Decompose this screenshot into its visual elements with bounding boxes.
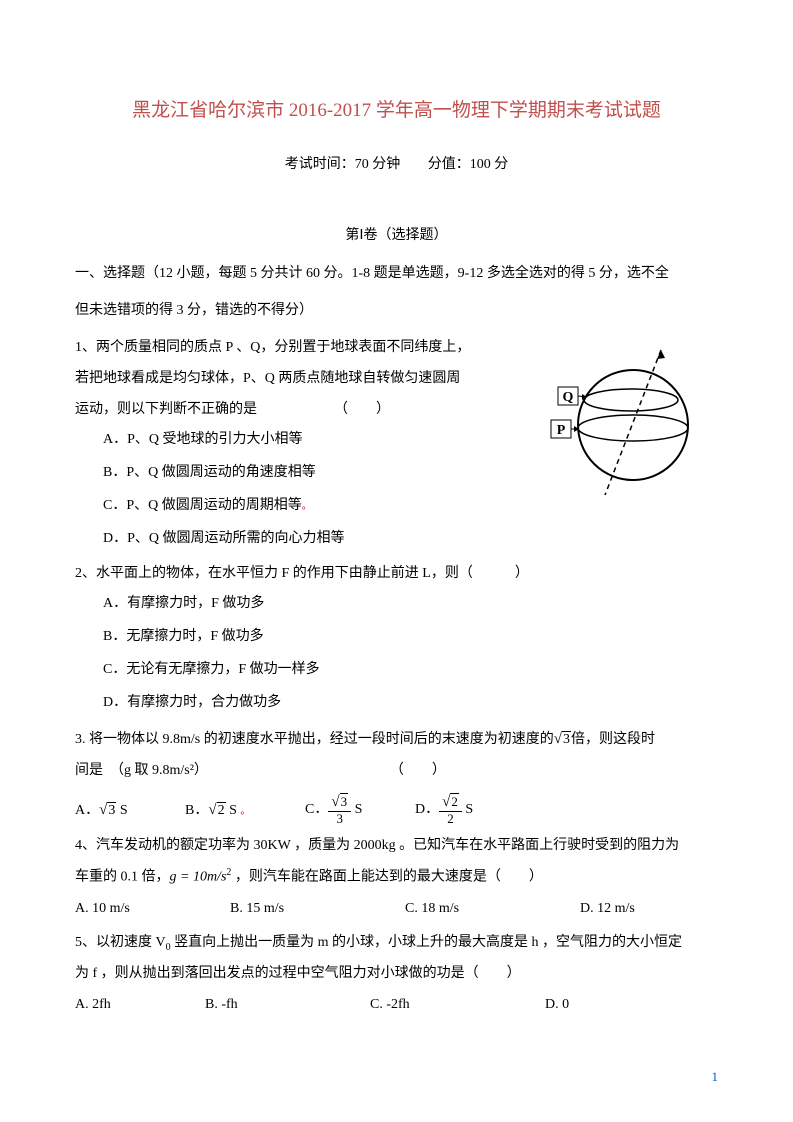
- question-2: 2、水平面上的物体，在水平恒力 F 的作用下由静止前进 L，则（ ） A．有摩擦…: [75, 559, 718, 719]
- globe-diagram: Q P: [533, 345, 703, 508]
- instructions-line2: 但未选错项的得 3 分，错选的不得分）: [75, 296, 718, 327]
- q4-line1: 4、汽车发动机的额定功率为 30KW ，质量为 2000kg 。已知汽车在水平路…: [75, 831, 718, 862]
- diagram-label-Q: Q: [563, 390, 574, 405]
- exam-score: 分值：100 分: [428, 157, 509, 172]
- q1-line1: 1、两个质量相同的质点 P 、Q，分别置于地球表面不同纬度上，: [75, 333, 518, 364]
- q3-options: A．3 S B．2 S 。 C．33 S D．22 S: [75, 794, 718, 827]
- q3-line2: 间是 （g 取 9.8m/s²） （ ）: [75, 756, 718, 787]
- question-4: 4、汽车发动机的额定功率为 30KW ，质量为 2000kg 。已知汽车在水平路…: [75, 831, 718, 924]
- q4-optA: A. 10 m/s: [75, 894, 230, 925]
- question-3: 3. 将一物体以 9.8m/s 的初速度水平抛出，经过一段时间后的末速度为初速度…: [75, 723, 718, 828]
- exam-time: 考试时间：70 分钟: [285, 157, 401, 172]
- instructions-line1: 一、选择题（12 小题，每题 5 分共计 60 分。1-8 题是单选题，9-12…: [75, 259, 718, 290]
- page-number: 1: [712, 1063, 719, 1092]
- q4-optD: D. 12 m/s: [580, 894, 635, 925]
- q3-optC: C．33 S: [305, 794, 415, 827]
- q2-optB: B．无摩擦力时，F 做功多: [103, 622, 718, 653]
- q5-optB: B. -fh: [205, 990, 370, 1021]
- section-header: 第Ⅰ卷（选择题）: [75, 221, 718, 252]
- q1-optA: A．P、Q 受地球的引力大小相等: [103, 425, 518, 456]
- diagram-label-P: P: [557, 423, 566, 438]
- q4-line2: 车重的 0.1 倍，g = 10m/s2 ，则汽车能在路面上能达到的最大速度是（…: [75, 862, 718, 893]
- q2-optD: D．有摩擦力时，合力做功多: [103, 688, 718, 719]
- exam-title: 黑龙江省哈尔滨市 2016-2017 学年高一物理下学期期末考试试题: [75, 90, 718, 132]
- question-5: 5、以初速度 V0 竖直向上抛出一质量为 m 的小球，小球上升的最大高度是 h …: [75, 928, 718, 1020]
- q5-line2: 为 f ，则从抛出到落回出发点的过程中空气阻力对小球做的功是（ ）: [75, 959, 718, 990]
- q4-optB: B. 15 m/s: [230, 894, 405, 925]
- q3-optB: B．2 S 。: [185, 794, 305, 827]
- q5-line1: 5、以初速度 V0 竖直向上抛出一质量为 m 的小球，小球上升的最大高度是 h …: [75, 928, 718, 959]
- q2-optA: A．有摩擦力时，F 做功多: [103, 589, 718, 620]
- exam-subtitle: 考试时间：70 分钟 分值：100 分: [75, 150, 718, 181]
- q1-line3: 运动，则以下判断不正确的是 （ ）: [75, 395, 518, 426]
- q5-optD: D. 0: [545, 990, 569, 1021]
- q4-optC: C. 18 m/s: [405, 894, 580, 925]
- q1-line2: 若把地球看成是均匀球体，P、Q 两质点随地球自转做匀速圆周: [75, 364, 518, 395]
- q3-line1: 3. 将一物体以 9.8m/s 的初速度水平抛出，经过一段时间后的末速度为初速度…: [75, 723, 718, 756]
- q3-optD: D．22 S: [415, 794, 473, 827]
- q4-options: A. 10 m/s B. 15 m/s C. 18 m/s D. 12 m/s: [75, 894, 718, 925]
- q2-text: 2、水平面上的物体，在水平恒力 F 的作用下由静止前进 L，则（ ）: [75, 559, 718, 590]
- q5-optC: C. -2fh: [370, 990, 545, 1021]
- q5-options: A. 2fh B. -fh C. -2fh D. 0: [75, 990, 718, 1021]
- q1-optB: B．P、Q 做圆周运动的角速度相等: [103, 458, 518, 489]
- q1-optC: C．P、Q 做圆周运动的周期相等。: [103, 491, 518, 522]
- q1-optD: D．P、Q 做圆周运动所需的向心力相等: [103, 524, 518, 555]
- q5-optA: A. 2fh: [75, 990, 205, 1021]
- q2-optC: C．无论有无摩擦力，F 做功一样多: [103, 655, 718, 686]
- q3-optA: A．3 S: [75, 794, 185, 827]
